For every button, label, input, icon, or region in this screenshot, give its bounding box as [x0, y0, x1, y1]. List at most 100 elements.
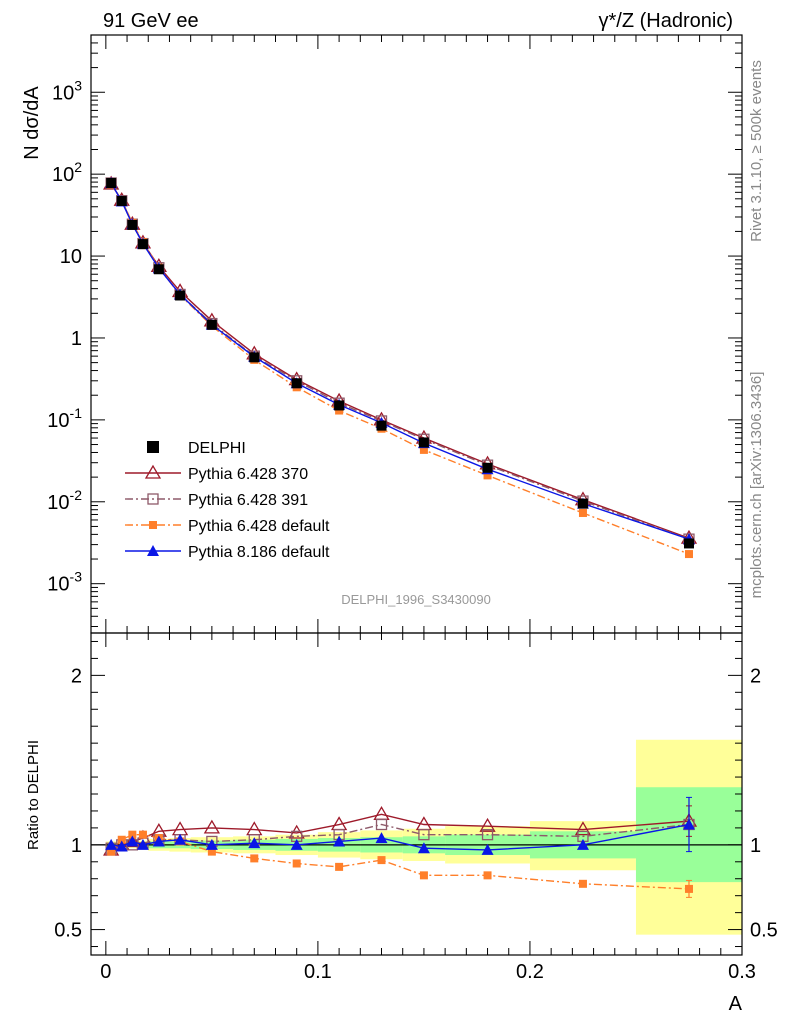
main-y-tick-label: 102	[52, 159, 82, 186]
ratio-series-point	[126, 835, 139, 847]
main-y-tick-label: 10-2	[47, 487, 82, 514]
ratio-series-point	[481, 843, 494, 855]
main-y-tick-exponent: 3	[74, 77, 82, 93]
ratio-series-point	[205, 838, 218, 850]
ratio-series-point	[250, 854, 259, 863]
y-axis-label-main: N dσ/dA	[21, 86, 43, 160]
delphi-data-point	[249, 352, 260, 363]
ratio-series-point	[375, 818, 388, 831]
ratio-series-point	[373, 806, 390, 820]
ratio-series-point	[117, 835, 126, 844]
main-y-tick-label: 103	[52, 77, 82, 104]
ratio-series-point	[174, 833, 187, 845]
main-series-line	[110, 183, 690, 539]
main-series-pythia-6-428-370	[103, 175, 698, 544]
legend-item: DELPHI	[147, 440, 246, 457]
y-axis-label-ratio: Ratio to DELPHI	[25, 740, 42, 850]
legend-label: Pythia 6.428 370	[188, 466, 308, 483]
legend-marker	[149, 521, 157, 529]
main-y-ticks	[91, 34, 742, 628]
legend-marker	[144, 464, 162, 479]
x-tick-label: 0.1	[304, 961, 332, 983]
legend-marker	[147, 545, 159, 556]
legend-label: Pythia 6.428 391	[188, 492, 308, 509]
delphi-data-point	[175, 290, 186, 301]
ratio-series-point	[377, 856, 386, 865]
ratio-series-point	[576, 838, 589, 850]
ratio-series-point	[418, 829, 430, 841]
delphi-data-point	[291, 378, 302, 389]
delphi-data-point	[137, 239, 148, 250]
ratio-series-point	[248, 837, 261, 849]
delphi-data-point	[683, 538, 694, 549]
rivet-version-label: Rivet 3.1.10, ≥ 500k events	[748, 60, 765, 242]
ratio-series-point	[171, 821, 189, 836]
main-series-point	[578, 508, 587, 517]
ratio-y-tick-label-right: 1	[750, 835, 761, 857]
delphi-data-point	[127, 219, 138, 230]
delphi-data-point	[482, 462, 493, 473]
ratio-series-point	[207, 847, 216, 856]
ratio-series-point	[335, 862, 344, 871]
x-tick-label: 0.3	[728, 961, 756, 983]
ratio-series-point	[115, 840, 128, 852]
main-y-tick-label: 10	[60, 246, 82, 268]
main-series-point	[483, 471, 492, 480]
x-ticks	[105, 35, 743, 955]
main-series-pythia-8-186-default	[105, 176, 695, 545]
delphi-data-point	[418, 437, 429, 448]
ratio-y-tick-label: 1	[71, 835, 82, 857]
main-series-line	[110, 182, 690, 540]
delphi-data-point	[577, 498, 588, 509]
ratio-series-point	[481, 829, 494, 841]
legend-item: Pythia 6.428 default	[125, 518, 330, 535]
ratio-y-tick-label: 2	[71, 665, 82, 687]
legend-marker	[147, 441, 159, 453]
uncertainty-bands	[105, 739, 742, 935]
ratio-series-point	[479, 817, 496, 832]
main-series-pythia-6-428-391	[105, 177, 695, 545]
delphi-data-point	[153, 264, 164, 275]
mcplots-label: mcplots.cern.ch [arXiv:1306.3436]	[748, 372, 765, 599]
legend-marker	[147, 493, 159, 505]
ratio-series-point	[375, 832, 388, 844]
ratio-series-point	[578, 879, 587, 888]
x-tick-label: 0.2	[516, 961, 544, 983]
delphi-data-point	[116, 196, 127, 207]
ratio-y-tick-label: 0.5	[54, 920, 82, 942]
ratio-series-point	[417, 842, 430, 854]
ratio-y-ticks	[91, 640, 742, 948]
ratio-series-pythia-8-186-default	[105, 818, 695, 855]
main-y-tick-exponent: 2	[74, 159, 82, 175]
ratio-series-point	[138, 830, 147, 839]
main-series-point	[335, 406, 344, 415]
ratio-series-point	[292, 859, 301, 868]
delphi-data-point	[334, 400, 345, 411]
x-tick-label: 0	[100, 961, 111, 983]
legend-label: DELPHI	[188, 440, 246, 457]
legend-label: Pythia 6.428 default	[188, 518, 330, 535]
main-y-tick-label: 10-3	[47, 569, 82, 596]
ratio-series-point	[333, 835, 346, 847]
ratio-series-point	[105, 838, 118, 850]
main-y-tick-exponent: -3	[70, 569, 83, 585]
header-right: γ*/Z (Hadronic)	[599, 10, 733, 32]
legend-item: Pythia 6.428 391	[125, 492, 308, 509]
ratio-series-point	[203, 819, 221, 834]
ratio-y-tick-label-right: 2	[750, 665, 761, 687]
legend-label: Pythia 8.186 default	[188, 544, 330, 561]
ratio-series-point	[246, 821, 263, 836]
main-y-tick-exponent: -2	[70, 487, 83, 503]
delphi-data-point	[206, 319, 217, 330]
ratio-y-tick-label-right: 0.5	[750, 920, 778, 942]
ratio-series-point	[574, 821, 592, 836]
delphi-data-point	[106, 177, 117, 188]
main-series-line	[110, 182, 690, 540]
main-series-point	[684, 550, 693, 559]
main-y-tick-exponent: -1	[70, 405, 83, 421]
ratio-series-point	[290, 838, 303, 850]
ratio-series-point	[107, 847, 116, 856]
legend-item: Pythia 8.186 default	[125, 544, 330, 561]
legend: DELPHI Pythia 6.428 370 Pythia 6.428 391 Py…	[125, 440, 330, 561]
